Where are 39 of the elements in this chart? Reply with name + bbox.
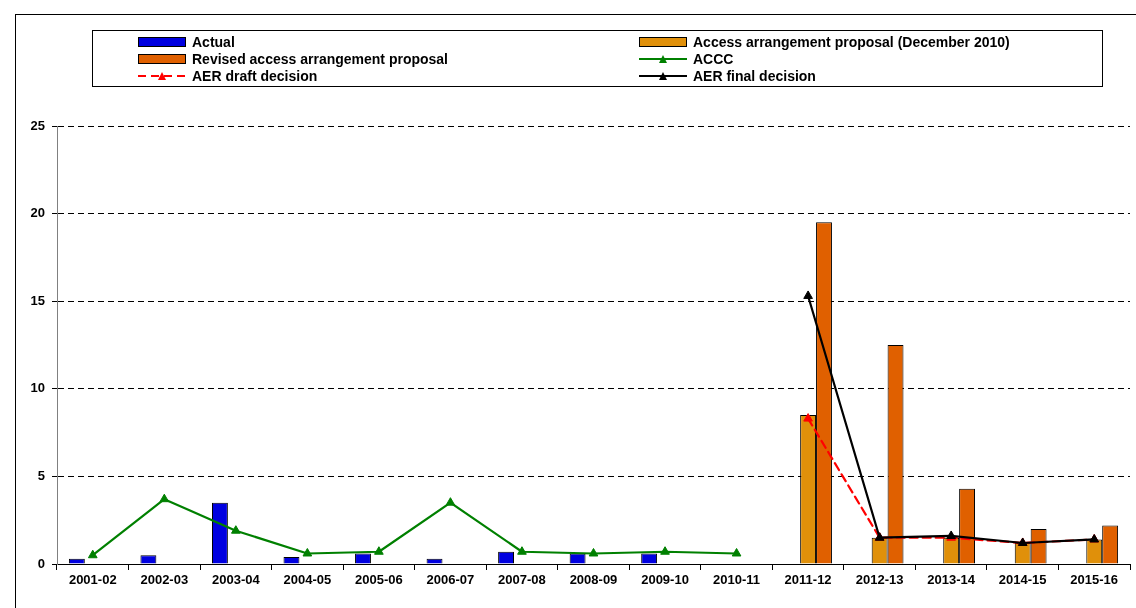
point <box>517 546 527 555</box>
point <box>803 413 813 422</box>
point <box>445 497 456 506</box>
x-tick-label: 2004-05 <box>283 572 332 588</box>
x-tick-label: 2012-13 <box>855 572 904 588</box>
point <box>660 546 670 555</box>
y-tick-label: 20 <box>30 205 45 221</box>
x-tick-label: 2003-04 <box>211 572 261 588</box>
x-tick-label: 2008-09 <box>569 572 618 588</box>
legend-label: AER final decision <box>693 67 816 84</box>
point <box>731 547 742 557</box>
legend-label: Revised access arrangement proposal <box>192 50 449 67</box>
x-tick-label: 2009-10 <box>641 572 689 588</box>
point <box>231 525 241 534</box>
y-tick-label: 25 <box>30 117 45 133</box>
x-tick-label: 2011-12 <box>784 572 832 588</box>
legend-label: AER draft decision <box>192 67 318 84</box>
y-tick-label: 15 <box>30 292 45 308</box>
legend-label: ACCC <box>693 50 734 67</box>
point <box>588 547 599 557</box>
point <box>302 547 313 557</box>
x-tick-label: 2001-02 <box>68 572 117 588</box>
y-tick-label: 5 <box>37 467 45 483</box>
point <box>803 290 813 299</box>
x-tick-label: 2005-06 <box>355 572 403 588</box>
x-tick-label: 2007-08 <box>498 572 546 588</box>
y-tick-label: 10 <box>30 380 45 396</box>
point <box>87 549 98 559</box>
x-tick-label: 2014-15 <box>998 572 1047 588</box>
legend-label: Actual <box>192 33 235 50</box>
x-tick-label: 2015-16 <box>1070 572 1119 588</box>
point <box>374 546 384 555</box>
legend-label: Access arrangement proposal (December 2010) <box>693 33 1010 50</box>
point <box>159 493 170 503</box>
x-tick-label: 2002-03 <box>140 572 189 588</box>
x-tick-label: 2013-14 <box>927 572 976 588</box>
x-tick-label: 2006-07 <box>426 572 475 588</box>
x-tick-label: 2010-11 <box>713 572 761 588</box>
y-tick-label: 0 <box>37 555 45 571</box>
